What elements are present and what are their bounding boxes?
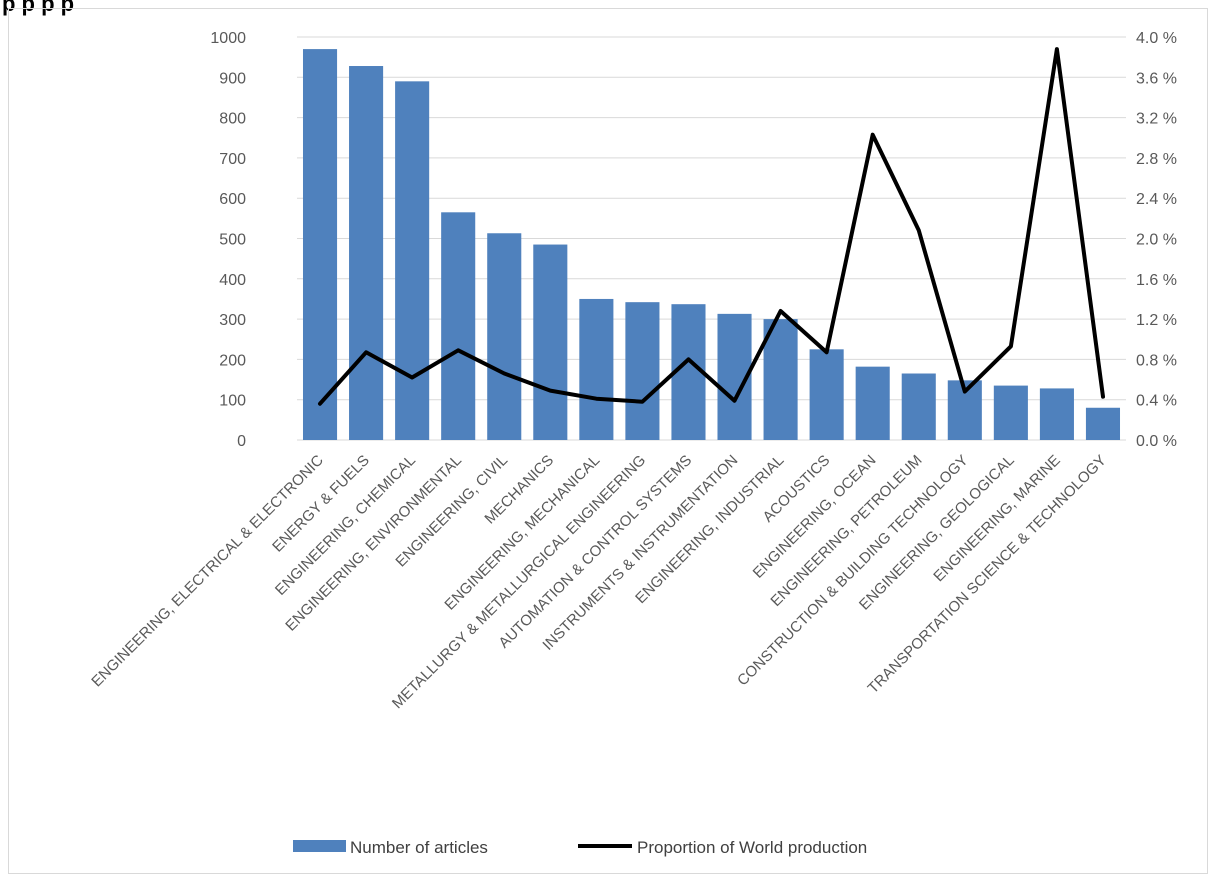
line-point: [502, 371, 506, 376]
y-tick-label: 0: [237, 433, 246, 450]
y2-tick-label: 4.0 %: [1136, 30, 1177, 47]
line-point: [825, 350, 829, 354]
line-point: [1009, 344, 1013, 348]
bar: [395, 81, 430, 440]
y-tick-label: 600: [219, 191, 246, 208]
y2-tick-label: 0.4 %: [1136, 393, 1177, 410]
line-point: [732, 399, 737, 403]
line-point: [871, 133, 875, 137]
y-tick-label: 1000: [210, 30, 246, 47]
y-tick-label: 500: [219, 232, 246, 249]
y2-tick-label: 3.6 %: [1136, 70, 1177, 87]
legend-swatch-bar: [293, 840, 346, 852]
line-point: [640, 400, 645, 404]
line-path: [318, 47, 1105, 406]
bar: [533, 244, 568, 440]
line-series: [318, 47, 1105, 406]
y2-tick-label: 2.4 %: [1136, 191, 1177, 208]
bar: [809, 349, 844, 440]
legend-label-bar: Number of articles: [350, 838, 488, 857]
legend: Number of articles Proportion of World pr…: [293, 838, 867, 857]
y-tick-label: 300: [219, 312, 246, 329]
y-tick-label: 800: [219, 111, 246, 128]
bar: [349, 66, 384, 441]
bar: [763, 319, 798, 440]
y2-tick-label: 0.8 %: [1136, 352, 1177, 369]
line-point: [1055, 47, 1059, 51]
bar: [901, 373, 936, 440]
bar: [302, 49, 338, 441]
y2-tick-label: 2.0 %: [1136, 232, 1177, 249]
bar: [625, 302, 660, 440]
bar-series: [302, 49, 1121, 441]
line-point: [594, 397, 598, 401]
bar: [1039, 388, 1074, 440]
line-point: [686, 357, 691, 361]
line-point: [456, 348, 460, 352]
y-tick-label: 700: [219, 151, 246, 168]
y2-tick-label: 1.6 %: [1136, 272, 1177, 289]
right-axis-ticks: 0.0 % 0.4 % 0.8 % 1.2 % 1.6 % 2.0 % 2.4 % 2.8 %…: [1136, 30, 1177, 450]
bar: [441, 212, 476, 440]
line-point: [917, 228, 921, 233]
y2-tick-label: 1.2 %: [1136, 312, 1177, 329]
bar: [855, 366, 890, 440]
left-axis-ticks: 0 100 200 300 400 500 600 700 800 900 1000: [210, 30, 246, 450]
category-axis-labels: ENGINEERING, ELECTRICAL & ELECTRONICENER…: [88, 452, 1109, 712]
line-point: [410, 375, 414, 380]
line-point: [548, 389, 552, 393]
y2-tick-label: 2.8 %: [1136, 151, 1177, 168]
y-tick-label: 200: [219, 352, 246, 369]
line-point: [963, 390, 967, 394]
bar: [1085, 407, 1121, 440]
bar: [487, 233, 522, 440]
line-point: [364, 350, 368, 354]
bar: [993, 385, 1028, 440]
gridlines: [297, 36, 1126, 441]
legend-label-line: Proportion of World production: [637, 838, 867, 857]
y-tick-label: 900: [219, 70, 246, 87]
line-point: [778, 309, 783, 313]
line-point: [1101, 395, 1105, 399]
y2-tick-label: 3.2 %: [1136, 111, 1177, 128]
chart-frame: [8, 8, 1208, 874]
y2-tick-label: 0.0 %: [1136, 433, 1177, 450]
y-tick-label: 400: [219, 272, 246, 289]
line-point: [318, 402, 322, 406]
y-tick-label: 100: [219, 393, 246, 410]
bar: [579, 298, 614, 440]
